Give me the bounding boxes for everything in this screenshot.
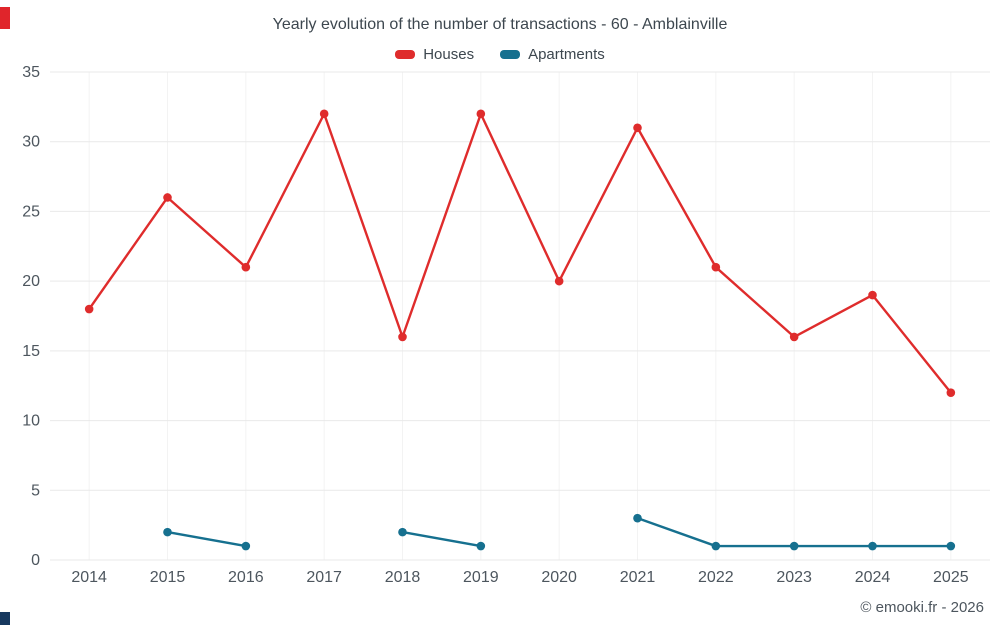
houses-point: [84, 304, 94, 314]
y-axis-tick-label: 10: [22, 413, 40, 430]
houses-point: [711, 262, 721, 272]
x-axis-tick-label: 2014: [71, 569, 107, 586]
y-axis-tick-label: 25: [22, 203, 40, 220]
apartments-point: [398, 527, 407, 537]
x-axis-tick-label: 2019: [463, 569, 499, 586]
y-axis-tick-label: 0: [31, 552, 40, 569]
legend: Houses Apartments: [0, 46, 1000, 63]
legend-item-apartments[interactable]: Apartments: [500, 46, 605, 63]
houses-point: [946, 388, 956, 397]
y-axis-tick-label: 15: [22, 343, 40, 360]
y-axis-tick-label: 20: [22, 273, 40, 290]
houses-point: [868, 290, 877, 300]
houses-point: [633, 123, 642, 133]
houses-point: [163, 193, 172, 202]
houses-point: [241, 262, 251, 272]
x-axis-tick-label: 2020: [541, 569, 577, 586]
apartments-point: [946, 541, 956, 551]
apartments-point: [711, 541, 721, 551]
houses-legend-marker-icon: [395, 50, 416, 59]
houses-point: [476, 109, 486, 119]
apartments-point: [868, 541, 877, 551]
x-axis-tick-label: 2024: [855, 569, 891, 586]
y-axis-tick-label: 30: [22, 134, 40, 151]
x-axis-tick-label: 2022: [698, 569, 734, 586]
houses-point: [319, 109, 329, 119]
x-axis-tick-label: 2023: [776, 569, 812, 586]
houses-point: [398, 332, 407, 342]
apartments-point: [789, 541, 799, 551]
x-axis-tick-label: 2016: [228, 569, 264, 586]
y-axis-tick-label: 35: [22, 64, 40, 81]
x-axis-tick-label: 2025: [933, 569, 969, 586]
chart-title: Yearly evolution of the number of transa…: [272, 16, 728, 33]
bottom-left-accent: [0, 612, 10, 625]
y-axis-tick-label: 5: [31, 482, 40, 499]
apartments-point: [476, 541, 486, 551]
apartments-point: [163, 527, 172, 537]
credit-text: © emooki.fr - 2026: [860, 599, 984, 616]
apartments-point: [241, 541, 251, 551]
houses-point: [789, 332, 799, 342]
x-axis-tick-label: 2021: [620, 569, 656, 586]
apartments-legend-marker-icon: [500, 50, 521, 59]
x-axis-tick-label: 2018: [385, 569, 421, 586]
top-left-accent: [0, 7, 10, 29]
houses-line: [87, 112, 953, 394]
apartments-point: [633, 513, 642, 523]
legend-item-houses[interactable]: Houses: [395, 46, 474, 63]
x-axis-tick-label: 2015: [150, 569, 186, 586]
apartments-legend-label: Apartments: [528, 46, 605, 63]
apartments-line: [166, 530, 248, 548]
houses-legend-label: Houses: [423, 46, 475, 63]
apartments-line: [401, 530, 483, 548]
x-axis-tick-label: 2017: [306, 569, 342, 586]
houses-point: [554, 276, 564, 286]
